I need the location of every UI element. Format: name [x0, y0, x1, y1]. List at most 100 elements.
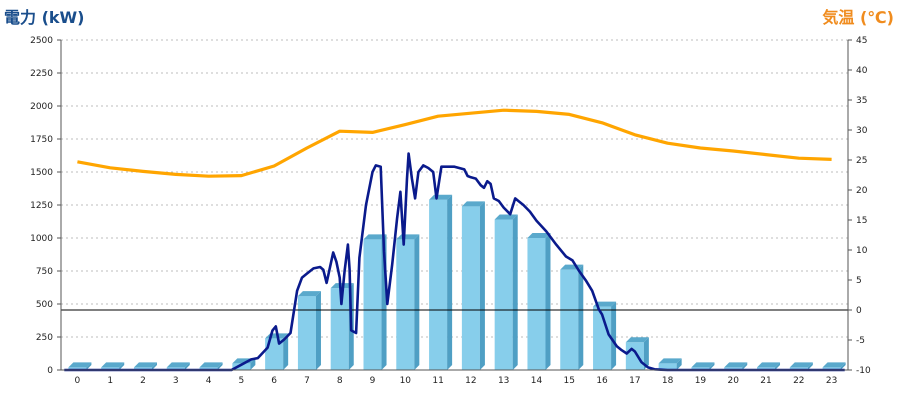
- bar-front: [527, 238, 546, 370]
- left-tick-label: 0: [47, 366, 53, 376]
- left-tick-label: 1750: [30, 135, 53, 145]
- bar-top: [757, 362, 781, 368]
- bar-front: [593, 306, 612, 370]
- bar-top: [68, 362, 92, 368]
- bar-top: [494, 214, 518, 220]
- x-tick-label: 22: [793, 376, 804, 386]
- bar-top: [593, 301, 617, 307]
- bar-side: [184, 362, 190, 370]
- bar-front: [429, 199, 448, 370]
- power-bar: [297, 291, 321, 370]
- power-line: [64, 152, 845, 372]
- bar-side: [414, 234, 420, 370]
- power-bar: [199, 362, 223, 370]
- power-bars: [68, 194, 846, 370]
- x-tick-label: 5: [238, 376, 244, 386]
- bar-front: [560, 269, 579, 370]
- left-axis-title: 電力 (kW): [4, 8, 85, 27]
- bar-front: [297, 296, 316, 370]
- x-tick-label: 7: [304, 376, 310, 386]
- x-tick-label: 3: [173, 376, 179, 386]
- x-tick-label: 2: [140, 376, 146, 386]
- bar-side: [86, 362, 92, 370]
- bar-top: [724, 362, 748, 368]
- x-tick-label: 15: [564, 376, 575, 386]
- right-tick-label: -10: [856, 366, 871, 376]
- bar-side: [578, 264, 584, 370]
- bar-front: [133, 367, 152, 370]
- right-tick-label: 0: [856, 306, 862, 316]
- bar-front: [691, 367, 710, 370]
- bar-top: [133, 362, 157, 368]
- power-bar: [461, 201, 485, 370]
- x-tick-label: 8: [337, 376, 343, 386]
- power-bar: [429, 194, 453, 370]
- left-tick-label: 750: [36, 267, 53, 277]
- bar-front: [68, 367, 87, 370]
- bar-side: [447, 194, 453, 370]
- right-tick-label: 45: [856, 36, 867, 46]
- bar-front: [757, 367, 776, 370]
- bar-front: [199, 367, 218, 370]
- bar-top: [658, 358, 682, 364]
- x-tick-label: 10: [400, 376, 412, 386]
- left-tick-label: 500: [36, 300, 53, 310]
- right-tick-label: 20: [856, 186, 868, 196]
- right-tick-label: 25: [856, 156, 867, 166]
- x-tick-label: 18: [662, 376, 674, 386]
- bar-front: [461, 206, 480, 370]
- power-bar: [658, 358, 682, 370]
- bar-top: [691, 362, 715, 368]
- x-tick-label: 0: [75, 376, 81, 386]
- left-tick-label: 2000: [30, 102, 53, 112]
- x-tick-label: 19: [695, 376, 707, 386]
- bar-front: [658, 363, 677, 370]
- left-tick-label: 1000: [30, 234, 53, 244]
- x-tick-label: 6: [271, 376, 277, 386]
- bar-side: [676, 358, 682, 370]
- power-bar: [593, 301, 617, 370]
- x-tick-label: 23: [826, 376, 837, 386]
- left-tick-label: 1500: [30, 168, 53, 178]
- bar-side: [643, 337, 649, 370]
- power-bar: [166, 362, 190, 370]
- bar-top: [625, 337, 649, 343]
- power-bar: [527, 233, 551, 370]
- power-bar: [396, 234, 420, 370]
- power-bar: [822, 362, 846, 370]
- x-tick-label: 16: [596, 376, 608, 386]
- temperature-line: [77, 108, 832, 178]
- x-tick-label: 11: [432, 376, 443, 386]
- bar-top: [166, 362, 190, 368]
- series-lines: [64, 108, 845, 372]
- bar-side: [742, 362, 748, 370]
- tick-labels: 02505007501000125015001750200022502500-1…: [30, 36, 871, 386]
- bar-top: [429, 194, 453, 200]
- bar-side: [611, 301, 617, 370]
- left-tick-label: 250: [36, 333, 53, 343]
- x-tick-label: 1: [107, 376, 113, 386]
- power-bar: [757, 362, 781, 370]
- power-bar: [68, 362, 92, 370]
- left-tick-label: 2250: [30, 69, 53, 79]
- power-bar: [494, 214, 518, 370]
- power-bar: [724, 362, 748, 370]
- bar-top: [789, 362, 813, 368]
- x-tick-label: 9: [370, 376, 376, 386]
- bar-side: [315, 291, 321, 370]
- bar-front: [232, 363, 251, 370]
- bar-front: [101, 367, 120, 370]
- power-bar: [691, 362, 715, 370]
- power-bar: [101, 362, 125, 370]
- bar-front: [494, 219, 513, 370]
- x-tick-label: 4: [206, 376, 212, 386]
- right-tick-label: 5: [856, 276, 862, 286]
- bar-top: [461, 201, 485, 207]
- bar-front: [396, 239, 415, 370]
- bar-side: [250, 358, 256, 370]
- bar-side: [217, 362, 223, 370]
- bar-top: [297, 291, 321, 297]
- right-tick-label: 40: [856, 66, 868, 76]
- bar-front: [789, 367, 808, 370]
